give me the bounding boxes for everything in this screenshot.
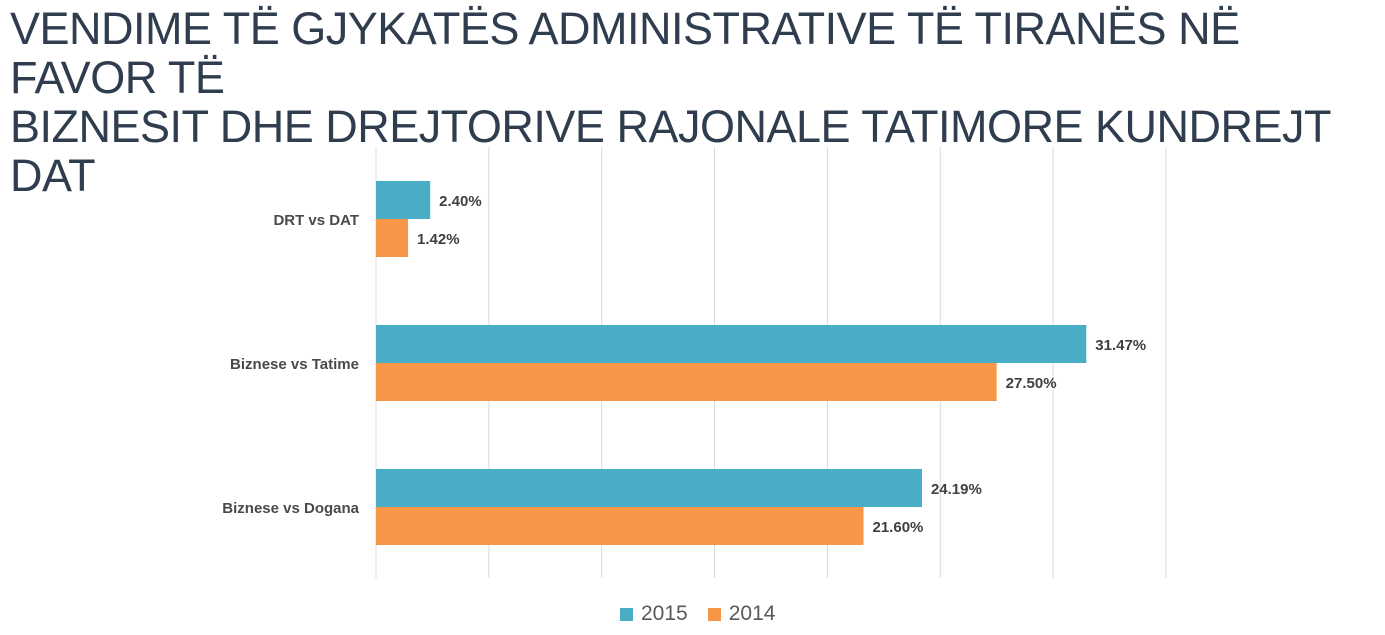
bar-2014-2	[376, 507, 864, 545]
chart-title: VENDIME TË GJYKATËS ADMINISTRATIVE TË TI…	[10, 3, 1331, 201]
legend-item-2014: 2014	[707, 602, 776, 626]
legend-swatch-2015	[620, 607, 633, 621]
legend: 2015 2014	[620, 602, 775, 626]
category-label: Biznese vs Tatime	[230, 356, 359, 373]
data-label-2015-2: 24.19%	[931, 481, 982, 498]
legend-label-2014: 2014	[728, 602, 776, 625]
category-label: DRT vs DAT	[273, 212, 359, 229]
bar-2015-0	[376, 181, 431, 219]
legend-swatch-2014	[707, 607, 721, 621]
data-label-2014-0: 1.42%	[417, 231, 460, 248]
bar-chart: DRT vs DAT 2.40% 1.42% Biznese vs Tatime 31.…	[222, 147, 1167, 578]
legend-item-2015: 2015	[620, 602, 688, 626]
bar-2015-1	[376, 325, 1087, 363]
bar-2014-1	[376, 363, 997, 401]
labels: DRT vs DAT 2.40% 1.42% Biznese vs Tatime 31.…	[222, 193, 1146, 536]
data-label-2014-2: 21.60%	[873, 519, 924, 536]
legend-label-2015: 2015	[641, 602, 688, 625]
data-label-2015-0: 2.40%	[439, 193, 482, 210]
bar-2014-0	[376, 219, 409, 257]
data-label-2015-1: 31.47%	[1095, 337, 1146, 354]
category-label: Biznese vs Dogana	[222, 500, 359, 517]
bar-2015-2	[376, 469, 922, 507]
data-label-2014-1: 27.50%	[1006, 375, 1057, 392]
bars	[376, 181, 1087, 545]
